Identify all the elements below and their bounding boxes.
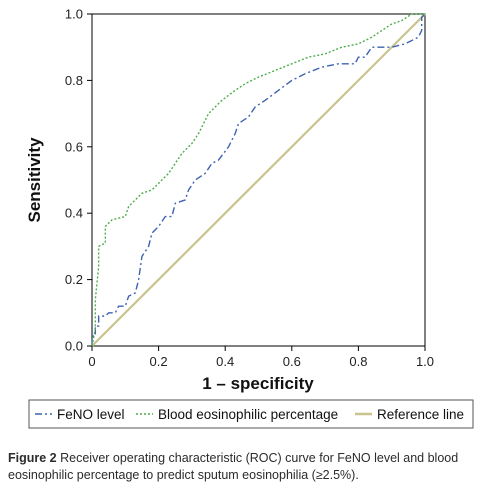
x-tick-label: 0.8: [349, 354, 367, 369]
x-tick-label: 0.4: [216, 354, 234, 369]
y-axis: 0.0 0.2 0.4 0.6 0.8 1.0: [65, 7, 92, 354]
y-axis-title: Sensitivity: [25, 137, 44, 223]
blood-eosinophilic-percentage-line: [91, 13, 425, 347]
y-tick-label: 0.8: [65, 73, 83, 88]
x-tick-label: 1.0: [416, 354, 434, 369]
reference-line-layer: [91, 13, 426, 347]
y-tick-label: 0.6: [65, 139, 83, 154]
series-layer: [91, 13, 426, 347]
x-axis: 0 0.2 0.4 0.6 0.8 1.0: [88, 346, 434, 369]
y-tick-label: 0.4: [65, 206, 83, 221]
reference-line-line: [91, 13, 426, 347]
legend-items: FeNO level Blood eosinophilic percentage R…: [35, 407, 464, 422]
x-tick-label: 0.6: [283, 354, 301, 369]
x-tick-label: 0.2: [150, 354, 168, 369]
x-axis-title: 1 – specificity: [202, 374, 314, 393]
legend: FeNO level Blood eosinophilic percentage R…: [28, 399, 474, 429]
legend-label: Blood eosinophilic percentage: [158, 407, 338, 422]
x-tick-label: 0: [88, 354, 95, 369]
plot-frame: [91, 13, 426, 347]
feno-level-line: [91, 13, 426, 346]
legend-label: Reference line: [377, 407, 464, 422]
y-tick-label: 1.0: [65, 7, 83, 22]
y-tick-label: 0.0: [65, 339, 83, 354]
legend-label: FeNO level: [57, 407, 125, 422]
figure-caption: Figure 2 Receiver operating characterist…: [8, 450, 484, 484]
caption-label: Figure 2: [8, 451, 57, 465]
legend-box: [28, 399, 474, 429]
caption-text: Receiver operating characteristic (ROC) …: [8, 451, 459, 482]
y-tick-label: 0.2: [65, 272, 83, 287]
